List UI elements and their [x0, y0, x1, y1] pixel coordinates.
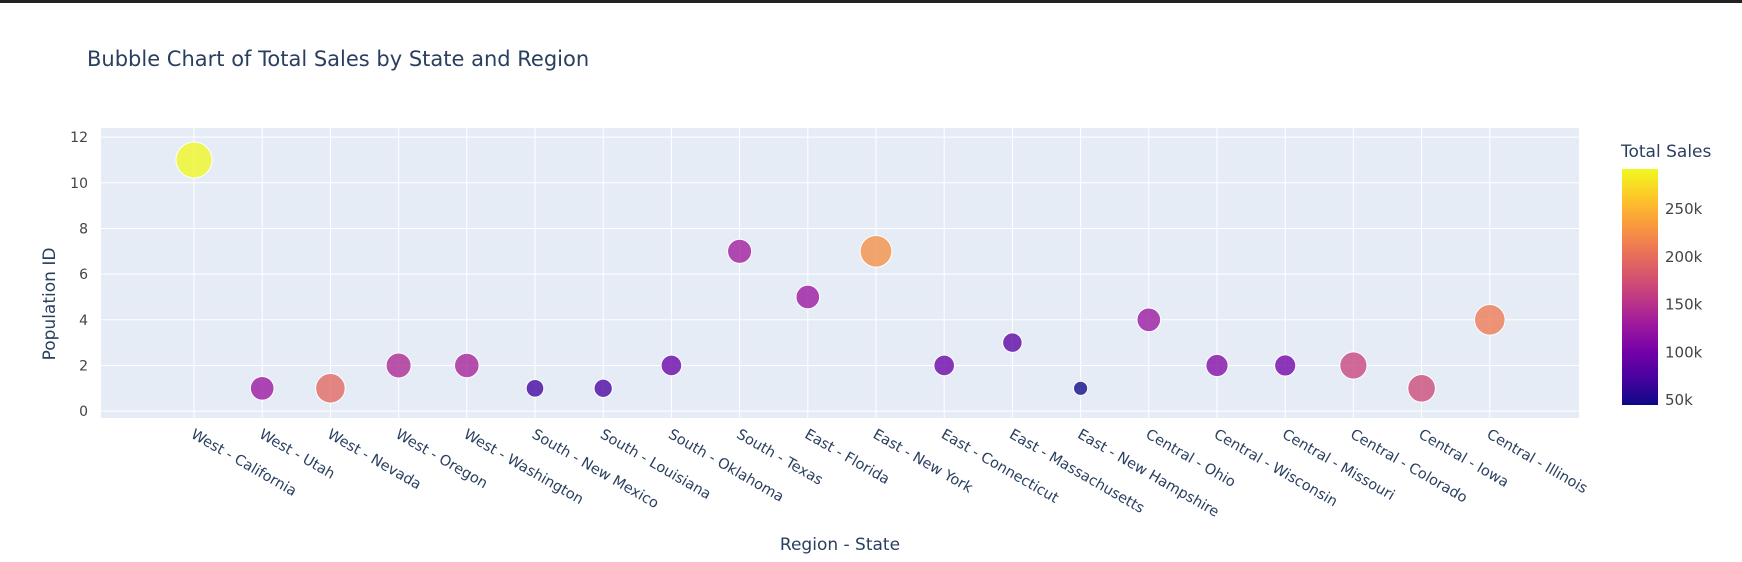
- bubble-point[interactable]: [933, 354, 956, 377]
- bubble-point[interactable]: [795, 284, 821, 310]
- bubble-point[interactable]: [1205, 353, 1229, 378]
- x-tick-label: South - New Mexico: [529, 427, 661, 513]
- x-axis-label: Region - State: [780, 535, 900, 555]
- colorbar-tick-label: 150k: [1665, 296, 1703, 314]
- bubble-point[interactable]: [1407, 374, 1436, 403]
- bubble-point[interactable]: [315, 373, 346, 404]
- top-border: [0, 0, 1742, 3]
- bubble-point[interactable]: [525, 378, 545, 398]
- bubble-point[interactable]: [1073, 380, 1089, 396]
- bubble-point[interactable]: [859, 234, 893, 268]
- colorbar-tick-label: 100k: [1665, 343, 1703, 361]
- colorbar-ticks: 50k 100k 150k 200k 250k: [1665, 200, 1703, 409]
- y-tick-label: 8: [79, 221, 88, 237]
- grid-lines: [101, 128, 1579, 418]
- bubble-point[interactable]: [1274, 354, 1297, 377]
- x-tick-label: Central - Colorado: [1347, 427, 1469, 507]
- bubble-point[interactable]: [660, 354, 683, 377]
- bubble-point[interactable]: [1339, 351, 1368, 380]
- colorbar-title: Total Sales: [1620, 142, 1711, 162]
- y-axis-ticks: 0 2 4 6 8 10 12: [70, 130, 88, 420]
- y-tick-label: 4: [79, 313, 88, 329]
- bubble-point[interactable]: [1136, 307, 1162, 333]
- x-tick-label: West - Washington: [461, 427, 586, 509]
- bubble-point[interactable]: [727, 238, 753, 264]
- y-tick-label: 10: [70, 176, 88, 192]
- y-axis-label: Population ID: [40, 248, 60, 361]
- x-tick-label: South - Louisiana: [597, 427, 713, 503]
- y-tick-label: 6: [79, 267, 88, 283]
- bubble-series: [175, 141, 1506, 404]
- y-tick-label: 12: [70, 130, 88, 146]
- bubble-point[interactable]: [454, 352, 480, 379]
- x-tick-label: Central - Wisconsin: [1211, 427, 1340, 511]
- bubble-point[interactable]: [385, 352, 412, 379]
- bubble-point[interactable]: [1473, 303, 1506, 336]
- y-tick-label: 0: [79, 404, 88, 420]
- x-tick-label: East - Connecticut: [938, 427, 1061, 507]
- y-tick-label: 2: [79, 358, 88, 374]
- plot-area: [101, 128, 1579, 418]
- bubble-point[interactable]: [1002, 332, 1023, 353]
- bubble-point[interactable]: [175, 141, 213, 179]
- bubble-point[interactable]: [593, 378, 613, 398]
- bubble-point[interactable]: [249, 375, 275, 401]
- colorbar-tick-label: 50k: [1665, 391, 1693, 409]
- chart-title: Bubble Chart of Total Sales by State and…: [87, 47, 589, 71]
- colorbar-tick-label: 200k: [1665, 248, 1703, 266]
- colorbar-tick-label: 250k: [1665, 200, 1703, 218]
- x-tick-label: Central - Missouri: [1279, 427, 1397, 504]
- colorbar: [1622, 169, 1658, 405]
- x-tick-label: South - Oklahoma: [665, 427, 786, 506]
